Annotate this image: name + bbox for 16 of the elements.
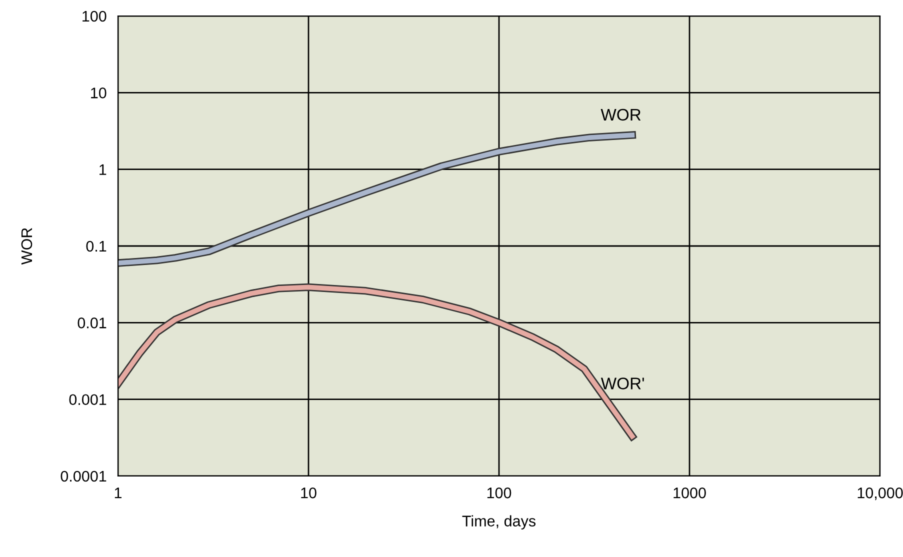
series-label: WOR': [600, 378, 644, 390]
x-tick-label: 10: [301, 488, 316, 498]
x-tick-label: 1: [114, 488, 122, 498]
y-tick-label: 100: [82, 10, 106, 22]
y-tick-label: 0.001: [69, 394, 106, 406]
x-tick-label: 100: [487, 488, 512, 498]
y-tick-label: 1: [100, 164, 106, 175]
y-tick-label: 0.0001: [60, 470, 106, 482]
y-axis-title: WOR: [21, 228, 32, 265]
y-tick-label: 0.01: [78, 318, 106, 328]
x-tick-label: 1000: [674, 488, 706, 498]
y-tick-label: 0.1: [86, 240, 106, 252]
x-axis-title: Time, days: [462, 515, 536, 530]
x-tick-label: 10,000: [858, 488, 903, 500]
series-label: WOR: [600, 108, 641, 121]
y-tick-label: 10: [91, 88, 106, 98]
